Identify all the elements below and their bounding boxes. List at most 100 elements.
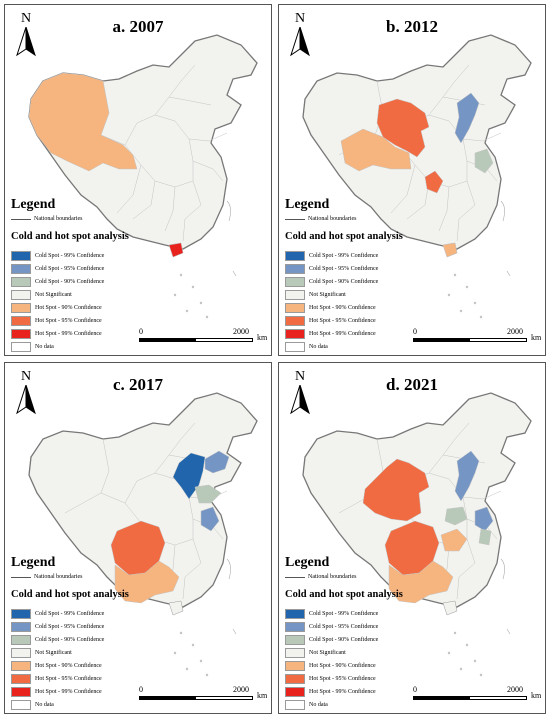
legend-title: Legend — [11, 197, 56, 212]
north-arrow: N — [13, 11, 39, 61]
scale-end: 2000 — [233, 327, 249, 336]
legend-label: Hot Spot - 90% Confidence — [309, 304, 376, 311]
legend-item-cs95: Cold Spot - 95% Confidence — [11, 262, 104, 275]
legend-label: Hot Spot - 99% Confidence — [309, 330, 376, 337]
legend-item-hs95: Hot Spot - 95% Confidence — [11, 672, 104, 685]
legend-label: Cold Spot - 99% Confidence — [309, 610, 379, 617]
legend-label: Cold Spot - 95% Confidence — [35, 623, 105, 630]
region-hainan — [442, 242, 458, 258]
legend-swatch — [285, 341, 305, 352]
scale-bar: 0 2000 km — [413, 685, 545, 707]
region-gansu-qinghai — [362, 458, 430, 522]
legend-item-hs95: Hot Spot - 95% Confidence — [285, 314, 378, 327]
legend-label: No data — [309, 701, 328, 708]
scale-end: 2000 — [233, 685, 249, 694]
region-jiangsu — [200, 506, 220, 532]
legend-item-cs90: Cold Spot - 90% Confidence — [11, 275, 104, 288]
legend-item-hs99: Hot Spot - 99% Confidence — [11, 685, 104, 698]
legend-label: Hot Spot - 90% Confidence — [35, 662, 102, 669]
legend-swatch — [11, 315, 31, 326]
legend-swatch — [11, 699, 31, 710]
legend-title: Legend — [285, 197, 330, 212]
legend-item-cs95: Cold Spot - 95% Confidence — [11, 620, 104, 633]
legend-swatch — [11, 621, 31, 632]
legend-swatch — [285, 686, 305, 697]
national-boundaries-row: National boundaries — [11, 574, 83, 580]
north-arrow-label: N — [20, 369, 32, 384]
legend-swatch — [285, 276, 305, 287]
national-boundaries-line — [11, 576, 31, 578]
region-hebei — [454, 92, 480, 144]
north-arrow-label: N — [20, 11, 32, 26]
legend-item-nd: No data — [11, 340, 104, 353]
legend-swatch — [11, 341, 31, 352]
legend-label: Not Significant — [309, 649, 346, 656]
legend-item-ns: Not Significant — [11, 288, 104, 301]
map-panel-2017: c. 2017 N Legend National boundaries Col… — [4, 362, 272, 714]
national-boundaries-row: National boundaries — [285, 574, 357, 580]
legend-swatch — [285, 263, 305, 274]
scale-unit: km — [257, 333, 268, 342]
national-boundaries-label: National boundaries — [308, 574, 357, 580]
legend-label: Cold Spot - 90% Confidence — [309, 278, 379, 285]
legend-swatch — [11, 660, 31, 671]
legend-label: Hot Spot - 95% Confidence — [309, 675, 376, 682]
legend-swatch — [285, 634, 305, 645]
legend-swatch — [11, 276, 31, 287]
china-map — [28, 392, 258, 677]
china-map — [302, 34, 532, 319]
legend-swatch — [285, 608, 305, 619]
panel-title: c. 2017 — [112, 375, 164, 394]
legend-item-cs99: Cold Spot - 99% Confidence — [11, 607, 104, 620]
north-arrow: N — [287, 11, 313, 61]
national-boundaries-row: National boundaries — [11, 216, 83, 222]
legend-label: Cold Spot - 90% Confidence — [35, 636, 105, 643]
region-liaoning — [204, 450, 230, 474]
legend-list: Cold Spot - 99% Confidence Cold Spot - 95… — [285, 249, 378, 353]
north-arrow-label: N — [294, 11, 306, 26]
legend-swatch — [285, 673, 305, 684]
legend-item-hs90: Hot Spot - 90% Confidence — [11, 301, 104, 314]
national-boundaries-row: National boundaries — [285, 216, 357, 222]
legend-list: Cold Spot - 99% Confidence Cold Spot - 95… — [285, 607, 378, 711]
legend-swatch — [11, 647, 31, 658]
legend-label: Cold Spot - 90% Confidence — [309, 636, 379, 643]
national-boundaries-label: National boundaries — [308, 216, 357, 222]
legend-swatch — [11, 608, 31, 619]
map-panel-2007: a. 2007 N Legend National boundaries Col… — [4, 4, 272, 356]
legend-label: Cold Spot - 99% Confidence — [309, 252, 379, 259]
hot-cold-regions — [110, 450, 230, 604]
legend-label: No data — [309, 343, 328, 350]
legend-swatch — [285, 302, 305, 313]
legend-item-hs90: Hot Spot - 90% Confidence — [285, 659, 378, 672]
legend-label: Hot Spot - 90% Confidence — [35, 304, 102, 311]
north-arrow-icon — [16, 385, 36, 415]
region-northwest — [28, 72, 138, 172]
legend-item-hs90: Hot Spot - 90% Confidence — [285, 301, 378, 314]
legend-label: Cold Spot - 95% Confidence — [35, 265, 105, 272]
north-arrow-icon — [290, 385, 310, 415]
legend-item-cs99: Cold Spot - 99% Confidence — [11, 249, 104, 262]
legend-swatch — [11, 289, 31, 300]
scale-bar-graphic — [413, 696, 527, 700]
legend-swatch — [285, 289, 305, 300]
region-jiangsu — [474, 506, 494, 532]
north-arrow: N — [287, 369, 313, 419]
scale-unit: km — [531, 691, 542, 700]
legend-item-cs90: Cold Spot - 90% Confidence — [285, 275, 378, 288]
legend-swatch — [11, 328, 31, 339]
legend-label: Hot Spot - 99% Confidence — [309, 688, 376, 695]
legend-label: Cold Spot - 95% Confidence — [309, 623, 379, 630]
legend-item-nd: No data — [285, 698, 378, 711]
south-china-sea-islands — [447, 200, 511, 319]
panel-title: d. 2021 — [386, 375, 438, 394]
legend-item-cs90: Cold Spot - 90% Confidence — [11, 633, 104, 646]
legend-swatch — [11, 686, 31, 697]
legend-label: Hot Spot - 99% Confidence — [35, 330, 102, 337]
legend-label: Cold Spot - 99% Confidence — [35, 610, 105, 617]
region-yunnan-guizhou — [114, 560, 180, 604]
legend-list: Cold Spot - 99% Confidence Cold Spot - 95… — [11, 249, 104, 353]
national-boundaries-line — [11, 218, 31, 220]
legend-swatch — [285, 315, 305, 326]
north-arrow-icon — [16, 27, 36, 57]
